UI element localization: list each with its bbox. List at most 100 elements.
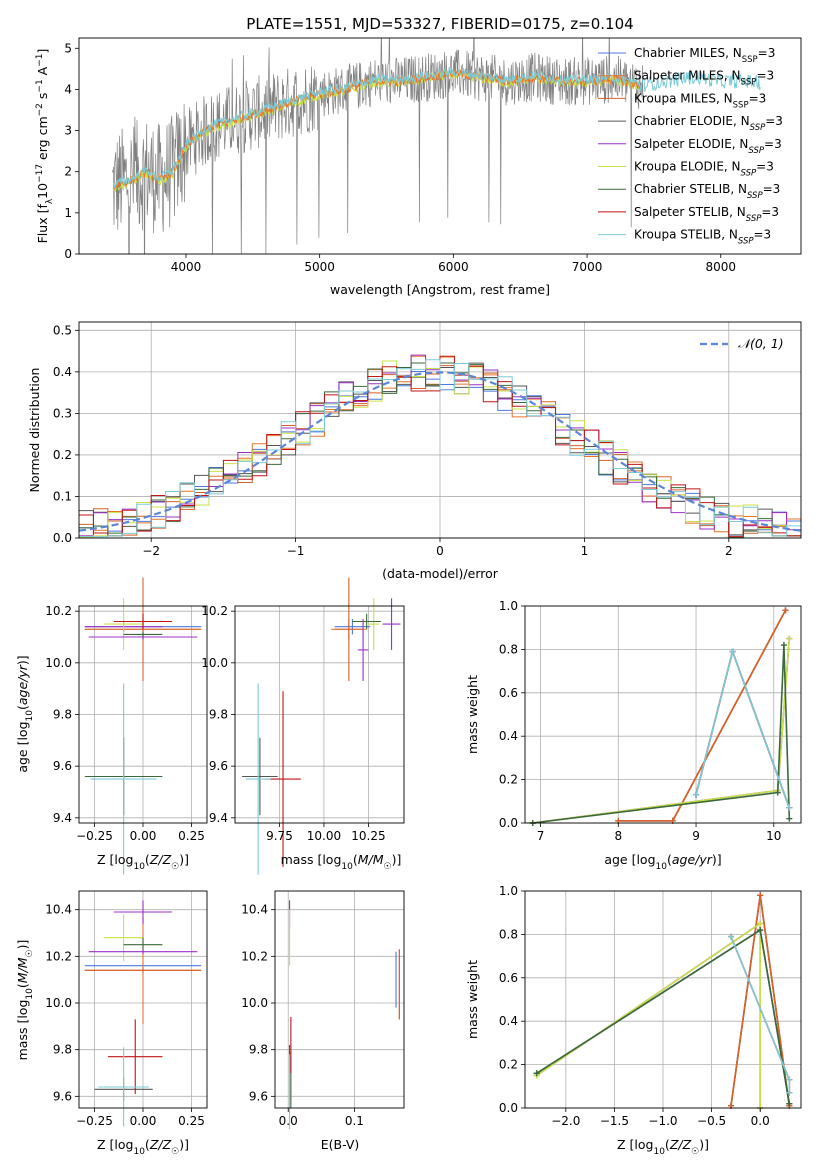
y-tick-label: 1 xyxy=(64,206,72,220)
y-tick-label: 10.0 xyxy=(45,656,72,670)
legend-subscript: SSP xyxy=(750,123,766,133)
weight-point xyxy=(774,789,781,796)
x-axis-label-part: )] xyxy=(392,852,402,867)
x-axis-label-part: ( xyxy=(353,852,358,867)
y-tick-label: 9.6 xyxy=(249,1089,268,1103)
weight-point xyxy=(786,1076,793,1083)
weight-series xyxy=(618,609,787,822)
y-tick-label: 0.6 xyxy=(499,971,518,985)
legend-text: Kroupa STELIB, N xyxy=(634,228,738,242)
y-tick-label: 0.8 xyxy=(499,642,518,656)
y-tick-label: 0.0 xyxy=(53,531,72,545)
weight-point xyxy=(782,607,789,614)
y-tick-label: 10.2 xyxy=(241,949,268,963)
x-axis-label-part: M/M xyxy=(358,852,384,867)
weight-vs-age-panel: 7 8 9 10 0.0 0.2 0.4 0.6 0.8 1.0 mass weight age [l… xyxy=(465,599,802,872)
y-axis-label-part: age [log xyxy=(15,721,30,772)
y-axis-label-part: s xyxy=(35,93,50,104)
weight-point xyxy=(786,815,793,822)
plot-area xyxy=(289,900,400,1129)
y-axis-label-part: M/M xyxy=(15,957,30,983)
legend-subscript: SSP xyxy=(747,191,763,201)
x-axis-label-part: Z [log xyxy=(97,852,133,867)
weight-series xyxy=(618,609,787,822)
x-axis-label-part: 10 xyxy=(133,1147,145,1157)
x-tick-label: 0 xyxy=(436,544,444,558)
histogram-series xyxy=(79,359,801,538)
axes: −2.0 −1.5 −1.0 −0.5 0.0 0.0 0.2 0.4 0.6 0.8 1.0 mas… xyxy=(465,884,802,1157)
legend-entry: Salpeter MILES, NSSP=3 xyxy=(634,69,774,88)
y-tick-label: 10.0 xyxy=(241,996,268,1010)
x-axis-label-part: )] xyxy=(712,852,722,867)
y-axis-label-part: f xyxy=(35,204,50,209)
weight-series xyxy=(695,648,791,809)
legend-text: Chabrier MILES, N xyxy=(634,46,742,60)
axes: 7 8 9 10 0.0 0.2 0.4 0.6 0.8 1.0 mass weight age [l… xyxy=(465,599,802,872)
mass-vs-extinction-panel: 0.0 0.1 9.6 9.8 10.0 10.2 10.4 E(B-V) xyxy=(241,890,405,1152)
axes: −0.25 0.00 0.259.49.69.810.010.2Z [log10(Z… xyxy=(15,604,208,872)
y-axis-label: mass weight xyxy=(465,960,480,1039)
weight-point xyxy=(757,892,764,899)
x-axis-label-part: age [log xyxy=(604,852,655,867)
x-tick-label: 0.25 xyxy=(178,1114,205,1128)
plot-area xyxy=(84,577,202,875)
x-tick-label: 0.00 xyxy=(130,1114,157,1128)
legend-subscript: SSP xyxy=(746,214,762,224)
legend-entry: Salpeter ELODIE, NSSP=3 xyxy=(634,137,782,156)
y-tick-label: 9.8 xyxy=(249,1043,268,1057)
legend-text: Salpeter ELODIE, N xyxy=(634,137,748,151)
weight-point xyxy=(728,933,735,940)
plot-area xyxy=(242,577,401,875)
legend-text: =3 xyxy=(763,182,781,196)
y-axis-label-part: 10 xyxy=(35,183,50,199)
x-axis-label-part: ( xyxy=(667,852,672,867)
weight-point xyxy=(786,804,793,811)
x-tick-label: 1 xyxy=(581,544,589,558)
y-tick-label: 9.4 xyxy=(209,811,228,825)
y-axis-label-part: −1 xyxy=(35,53,45,66)
y-tick-label: 10.2 xyxy=(201,604,228,618)
model-spectrum xyxy=(113,67,761,189)
plot-area xyxy=(529,607,793,826)
y-tick-label: 0.4 xyxy=(499,1014,518,1028)
legend-text: Salpeter STELIB, N xyxy=(634,205,746,219)
y-axis-label: Normed distribution xyxy=(27,368,42,493)
weight-point xyxy=(729,648,736,655)
x-axis-label: Z [log10(Z/Z☉)] xyxy=(97,1137,189,1157)
x-axis-label-part: ☉ xyxy=(384,862,392,872)
x-tick-label: −1.5 xyxy=(600,1114,629,1128)
y-tick-label: 0.0 xyxy=(499,1101,518,1115)
y-axis-label-part: )] xyxy=(15,940,30,950)
data-spectrum xyxy=(112,38,644,254)
y-tick-label: 9.6 xyxy=(209,759,228,773)
x-axis-label-part: Z/Z xyxy=(149,852,172,867)
x-tick-label: −1.0 xyxy=(648,1114,677,1128)
age-vs-mass-panel: 9.75 10.00 10.25 9.4 9.6 9.8 10.0 10.2 mass [log… xyxy=(201,577,405,875)
mass-vs-metallicity-panel: −0.25 0.00 0.259.69.810.010.210.4Z [log10(… xyxy=(15,890,208,1157)
y-tick-label: 9.6 xyxy=(53,759,72,773)
x-tick-label: 10 xyxy=(766,829,781,843)
y-tick-label: 3 xyxy=(64,124,72,138)
weight-point xyxy=(786,1100,793,1107)
x-axis-label: Z [log10(Z/Z☉)] xyxy=(97,852,189,872)
plot-area xyxy=(84,900,202,1127)
y-axis-label-part: ☉ xyxy=(25,949,35,957)
legend-entry: Chabrier STELIB, NSSP=3 xyxy=(634,182,780,201)
weight-vs-metallicity-panel: −2.0 −1.5 −1.0 −0.5 0.0 0.0 0.2 0.4 0.6 0.8 1.0 mas… xyxy=(465,884,802,1157)
x-tick-label: 4000 xyxy=(171,260,202,274)
y-tick-label: 0.1 xyxy=(53,489,72,503)
grid-lines xyxy=(79,891,207,1108)
x-axis-label-part: age/yr xyxy=(672,852,713,867)
x-axis-label-part: )] xyxy=(699,1137,709,1152)
x-axis-label: wavelength [Angstrom, rest frame] xyxy=(330,282,550,297)
legend-entry: Kroupa MILES, NSSP=3 xyxy=(634,91,766,110)
y-axis-label-part: 10 xyxy=(25,710,35,722)
y-axis-label-part: ( xyxy=(15,705,30,710)
x-tick-label: 7000 xyxy=(572,260,603,274)
x-tick-label: 6000 xyxy=(438,260,469,274)
y-tick-label: 0.2 xyxy=(499,773,518,787)
legend-text: Kroupa MILES, N xyxy=(634,91,733,105)
x-axis-label-part: 10 xyxy=(656,862,668,872)
y-tick-label: 4 xyxy=(64,82,72,96)
